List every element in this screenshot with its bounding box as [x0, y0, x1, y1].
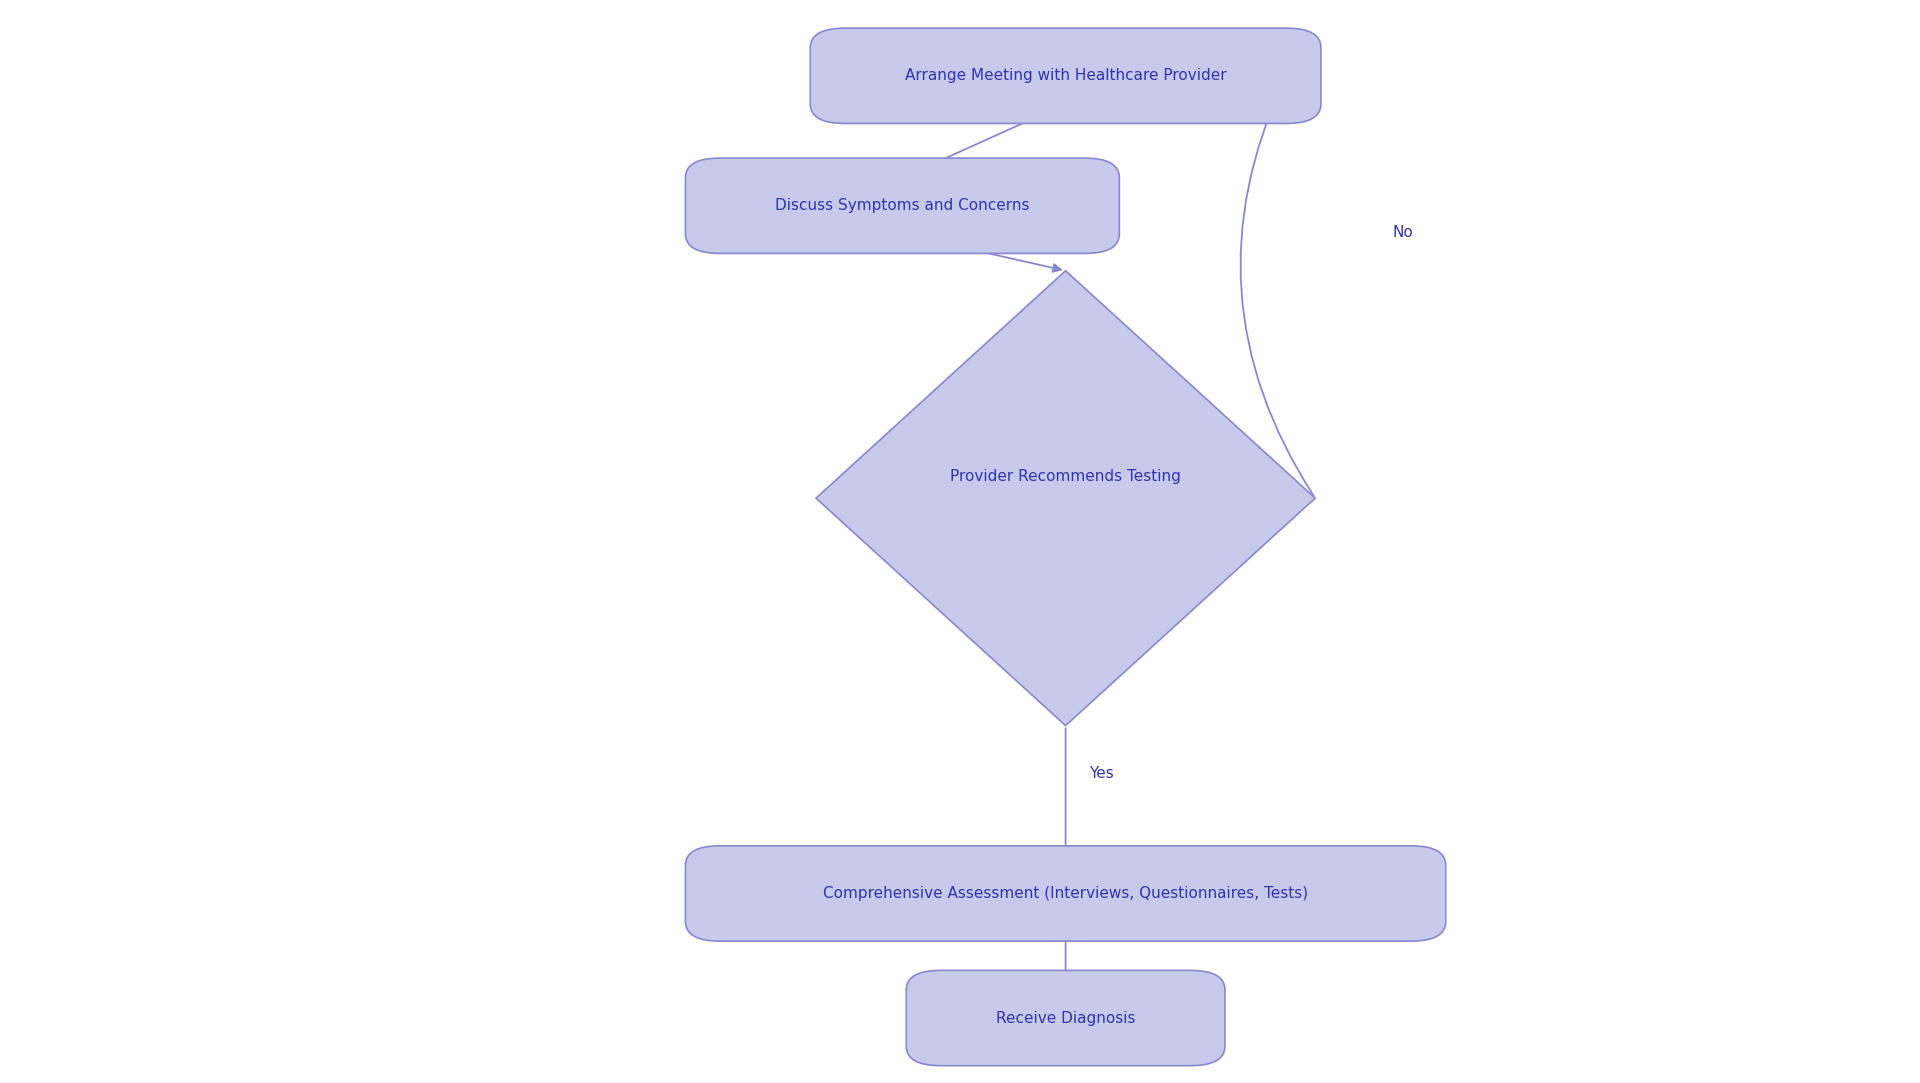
Text: Yes: Yes [1089, 767, 1114, 781]
Text: Arrange Meeting with Healthcare Provider: Arrange Meeting with Healthcare Provider [904, 68, 1227, 83]
FancyBboxPatch shape [685, 158, 1119, 253]
FancyBboxPatch shape [685, 846, 1446, 941]
Text: Provider Recommends Testing: Provider Recommends Testing [950, 469, 1181, 484]
Text: Comprehensive Assessment (Interviews, Questionnaires, Tests): Comprehensive Assessment (Interviews, Qu… [824, 886, 1308, 901]
Polygon shape [816, 271, 1315, 726]
Text: No: No [1392, 225, 1413, 240]
FancyBboxPatch shape [810, 28, 1321, 123]
Text: Receive Diagnosis: Receive Diagnosis [996, 1010, 1135, 1026]
Text: Discuss Symptoms and Concerns: Discuss Symptoms and Concerns [776, 198, 1029, 213]
FancyBboxPatch shape [906, 970, 1225, 1066]
